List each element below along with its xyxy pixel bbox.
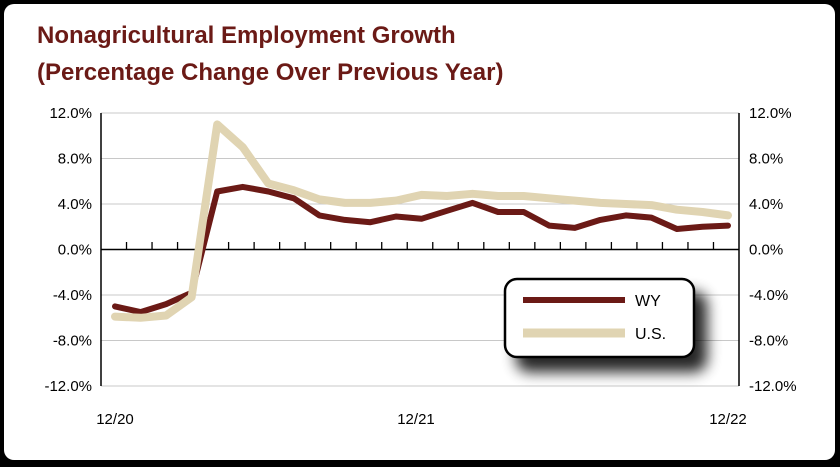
right-y-tick-labels: 12.0% 8.0% 4.0% 0.0% -4.0% -8.0% -12.0%	[749, 105, 797, 395]
y-tick-label-left: 8.0%	[58, 151, 92, 168]
left-y-tick-labels: 12.0% 8.0% 4.0% 0.0% -4.0% -8.0% -12.0%	[44, 105, 92, 395]
y-tick-label-left: 0.0%	[58, 242, 92, 259]
series-line-us	[111, 120, 732, 322]
y-tick-label-right: 4.0%	[749, 196, 783, 213]
y-tick-label-left: -12.0%	[44, 378, 92, 395]
y-tick-label-right: -8.0%	[749, 333, 788, 350]
x-tick-labels: 12/20 12/21 12/22	[96, 411, 747, 428]
y-tick-label-right: -4.0%	[749, 287, 788, 304]
x-axis-ticks	[125, 242, 715, 250]
legend-box	[503, 277, 696, 359]
y-tick-label-left: 12.0%	[49, 105, 92, 122]
y-tick-label-right: 0.0%	[749, 242, 783, 259]
x-tick-label: 12/20	[96, 411, 134, 428]
x-tick-label: 12/21	[397, 411, 435, 428]
chart-subtitle: (Percentage Change Over Previous Year)	[37, 59, 504, 86]
chart-panel	[4, 4, 835, 460]
legend: WY U.S.	[503, 277, 696, 359]
y-tick-label-right: -12.0%	[749, 378, 797, 395]
y-tick-label-left: -8.0%	[53, 333, 92, 350]
x-tick-label: 12/22	[709, 411, 747, 428]
legend-label-wy: WY	[635, 293, 661, 310]
y-tick-label-right: 12.0%	[749, 105, 792, 122]
y-tick-label-left: 4.0%	[58, 196, 92, 213]
series-lines	[111, 120, 732, 322]
y-tick-label-left: -4.0%	[53, 287, 92, 304]
chart-title: Nonagricultural Employment Growth	[37, 22, 456, 49]
y-tick-label-right: 8.0%	[749, 151, 783, 168]
legend-label-us: U.S.	[635, 326, 666, 343]
series-line-wy	[112, 183, 731, 316]
